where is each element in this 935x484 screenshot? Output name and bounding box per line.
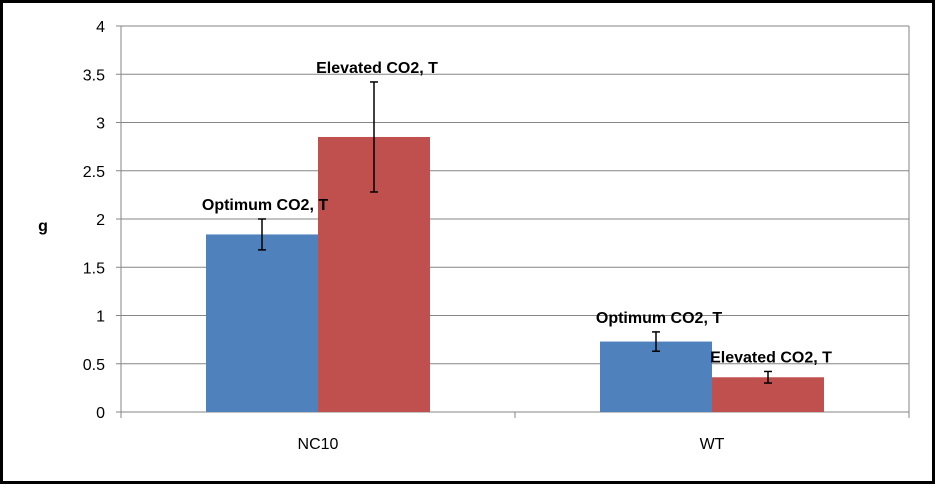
- bars: [206, 136, 824, 412]
- bar-chart: 0 0.5 1 1.5 2 2.5 3 3.5 4 NC10 WT Optimum CO2, T El…: [38, 19, 910, 453]
- data-label: Optimum CO2, T: [596, 310, 722, 327]
- y-tick-label: 2.5: [83, 164, 105, 181]
- data-label: Optimum CO2, T: [202, 197, 328, 214]
- x-tick-label: NC10: [298, 436, 339, 453]
- data-labels: Optimum CO2, T Elevated CO2, T Optimum CO2…: [202, 60, 832, 367]
- bar: [600, 341, 712, 412]
- bar: [206, 234, 318, 412]
- error-bars: [258, 81, 772, 384]
- y-tick-label: 2: [96, 212, 105, 229]
- x-tick-label: WT: [700, 436, 725, 453]
- y-tick-label: 4: [96, 19, 105, 36]
- y-tick-label: 3.5: [83, 67, 105, 84]
- y-tick-label: 3: [96, 116, 105, 133]
- data-label: Elevated CO2, T: [316, 60, 438, 77]
- y-tick-label: 1: [96, 309, 105, 326]
- y-tick-label: 0.5: [83, 357, 105, 374]
- y-axis-title: g: [38, 218, 48, 235]
- y-tick-label: 1.5: [83, 260, 105, 277]
- data-label: Elevated CO2, T: [710, 349, 832, 366]
- y-tick-label: 0: [96, 405, 105, 422]
